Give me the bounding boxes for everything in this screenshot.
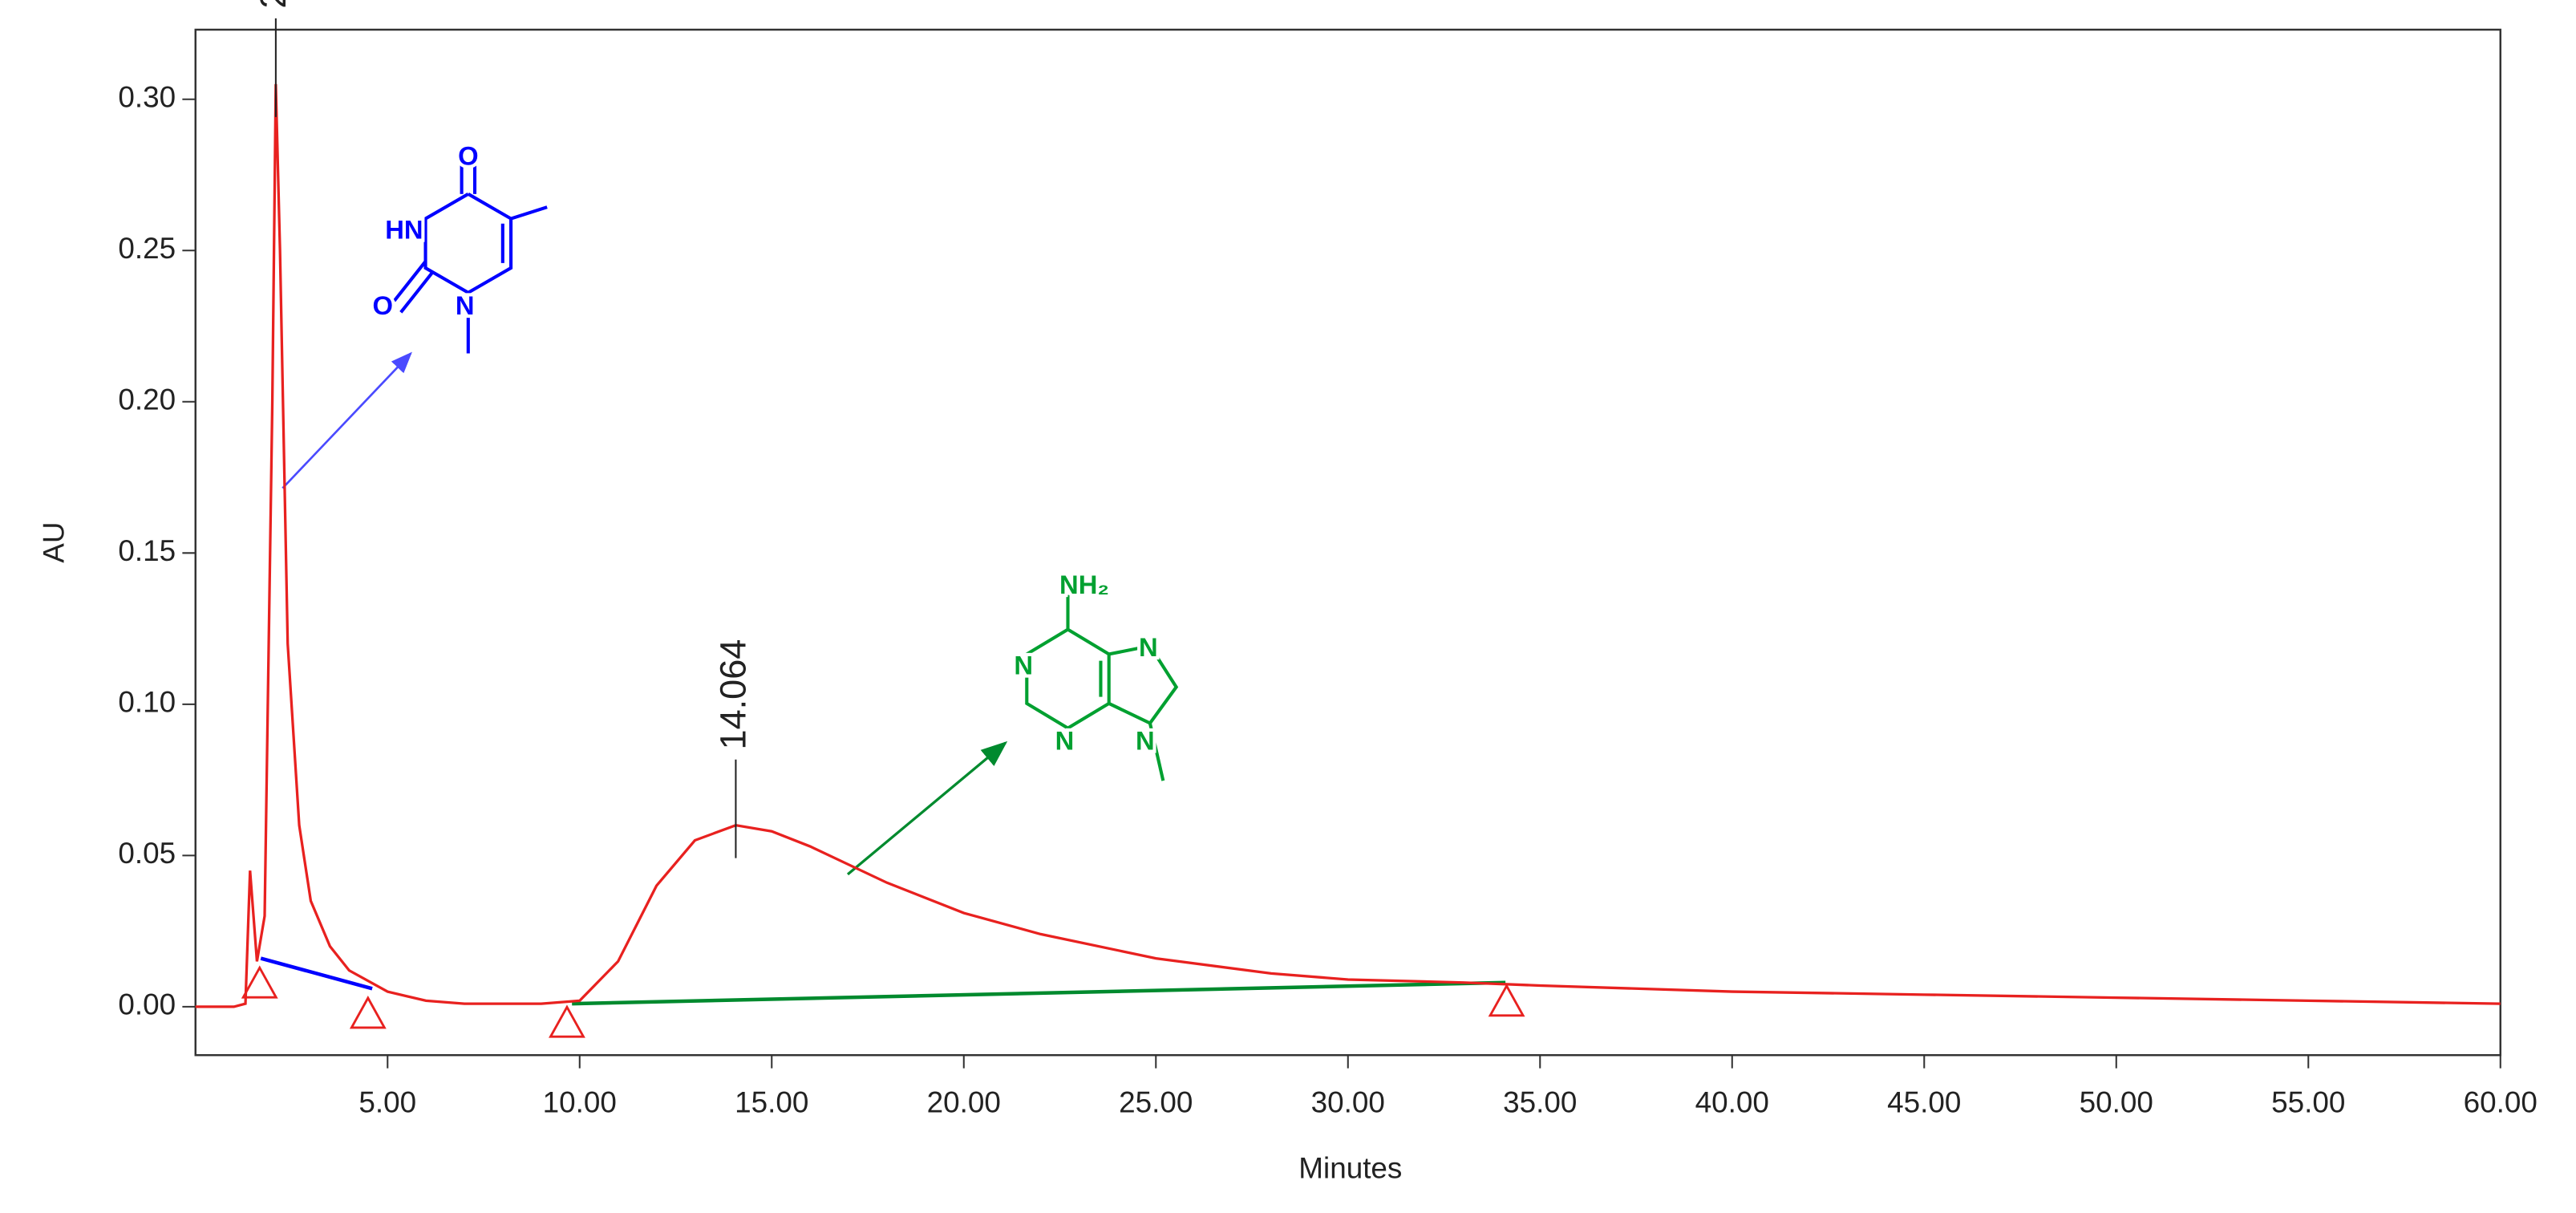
x-tick-label: 60.00: [2464, 1085, 2538, 1118]
x-tick-label: 15.00: [735, 1085, 808, 1118]
peak-label: 14.064: [712, 639, 753, 750]
x-tick-label: 50.00: [2080, 1085, 2153, 1118]
atom-label: N: [456, 290, 475, 320]
y-tick-label: 0.30: [118, 80, 176, 113]
adenine-structure: [1025, 594, 1179, 781]
x-axis-title: Minutes: [1298, 1151, 1402, 1184]
x-tick-label: 25.00: [1119, 1085, 1193, 1118]
y-tick-label: 0.20: [118, 383, 176, 416]
integration-baseline: [260, 956, 373, 991]
x-tick-label: 40.00: [1695, 1085, 1769, 1118]
y-tick-label: 0.10: [118, 686, 176, 719]
chromatogram-line: [195, 83, 2501, 1008]
y-tick-label: 0.25: [118, 232, 176, 265]
atom-label: N: [1055, 726, 1075, 756]
integration-marker: [549, 1004, 585, 1038]
y-axis-title: AU: [37, 522, 70, 563]
x-tick-label: 10.00: [543, 1085, 617, 1118]
x-tick-label: 45.00: [1887, 1085, 1961, 1118]
integration-baseline: [572, 980, 1506, 1006]
thymine-structure: [393, 160, 548, 354]
atom-label: HN: [385, 215, 423, 245]
annotation-arrow: [281, 351, 412, 489]
integration-marker: [1488, 983, 1525, 1017]
y-tick-label: 0.15: [118, 534, 176, 567]
x-tick-label: 30.00: [1311, 1085, 1385, 1118]
atom-label: O: [458, 140, 479, 170]
plot-frame: [194, 28, 2501, 1057]
y-tick-label: 0.00: [118, 988, 176, 1021]
atom-label: NH₂: [1059, 570, 1109, 599]
atom-label: N: [1136, 726, 1155, 756]
atom-label: N: [1014, 650, 1033, 680]
y-tick-label: 0.05: [118, 837, 176, 870]
atom-label: N: [1139, 632, 1158, 662]
x-tick-label: 55.00: [2271, 1085, 2345, 1118]
integration-marker: [349, 996, 387, 1029]
integration-marker: [241, 965, 278, 999]
peak-label: 2.090: [253, 0, 294, 9]
x-tick-label: 5.00: [358, 1085, 416, 1118]
x-tick-label: 20.00: [927, 1085, 1001, 1118]
annotation-arrow: [846, 740, 1008, 876]
atom-label: O: [373, 290, 394, 320]
x-tick-label: 35.00: [1503, 1085, 1577, 1118]
